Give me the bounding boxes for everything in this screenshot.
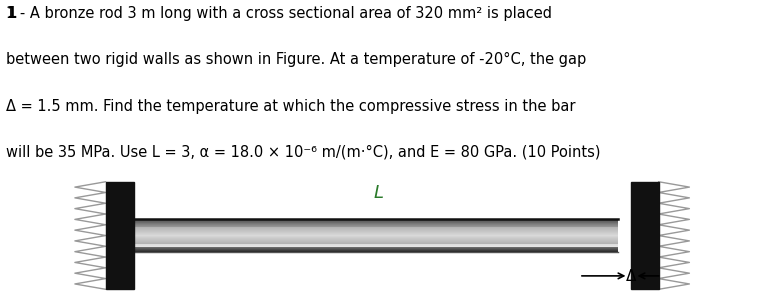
- Bar: [131, 248, 618, 249]
- Bar: [131, 236, 618, 237]
- Bar: [131, 233, 618, 234]
- Text: will be 35 MPa. Use L = 3, α = 18.0 × 10⁻⁶ m/(m·°C), and E = 80 GPa. (10 Points): will be 35 MPa. Use L = 3, α = 18.0 × 10…: [6, 145, 601, 160]
- Bar: [131, 237, 618, 238]
- Bar: [131, 247, 618, 248]
- Bar: [131, 241, 618, 242]
- Bar: [131, 235, 618, 236]
- Bar: [131, 219, 618, 220]
- Bar: [131, 245, 618, 246]
- Bar: [131, 244, 618, 245]
- Bar: [131, 234, 618, 235]
- Bar: [131, 240, 618, 241]
- Bar: [131, 220, 618, 221]
- Bar: [106, 182, 134, 289]
- Bar: [131, 232, 618, 233]
- Text: 1: 1: [6, 6, 16, 21]
- Bar: [131, 225, 618, 226]
- Bar: [131, 250, 618, 251]
- Bar: [131, 224, 618, 225]
- Bar: [131, 229, 618, 230]
- Bar: [631, 182, 659, 289]
- Bar: [131, 226, 618, 227]
- Text: Δ = 1.5 mm. Find the temperature at which the compressive stress in the bar: Δ = 1.5 mm. Find the temperature at whic…: [6, 99, 576, 114]
- Bar: [131, 228, 618, 229]
- Bar: [131, 222, 618, 223]
- Bar: [131, 239, 618, 240]
- Bar: [131, 230, 618, 231]
- Bar: [131, 223, 618, 224]
- Bar: [131, 246, 618, 247]
- Text: L: L: [374, 184, 383, 202]
- Bar: [131, 243, 618, 244]
- Bar: [131, 238, 618, 239]
- Bar: [131, 231, 618, 232]
- Bar: [131, 227, 618, 228]
- Bar: [131, 221, 618, 222]
- Text: between two rigid walls as shown in Figure. At a temperature of -20°C, the gap: between two rigid walls as shown in Figu…: [6, 53, 587, 67]
- Bar: [131, 251, 618, 252]
- Text: 1 - A bronze rod 3 m long with a cross sectional area of 320 mm² is placed: 1 - A bronze rod 3 m long with a cross s…: [6, 6, 552, 21]
- Bar: [131, 249, 618, 250]
- Bar: [131, 242, 618, 243]
- Text: $\Delta$: $\Delta$: [625, 268, 637, 284]
